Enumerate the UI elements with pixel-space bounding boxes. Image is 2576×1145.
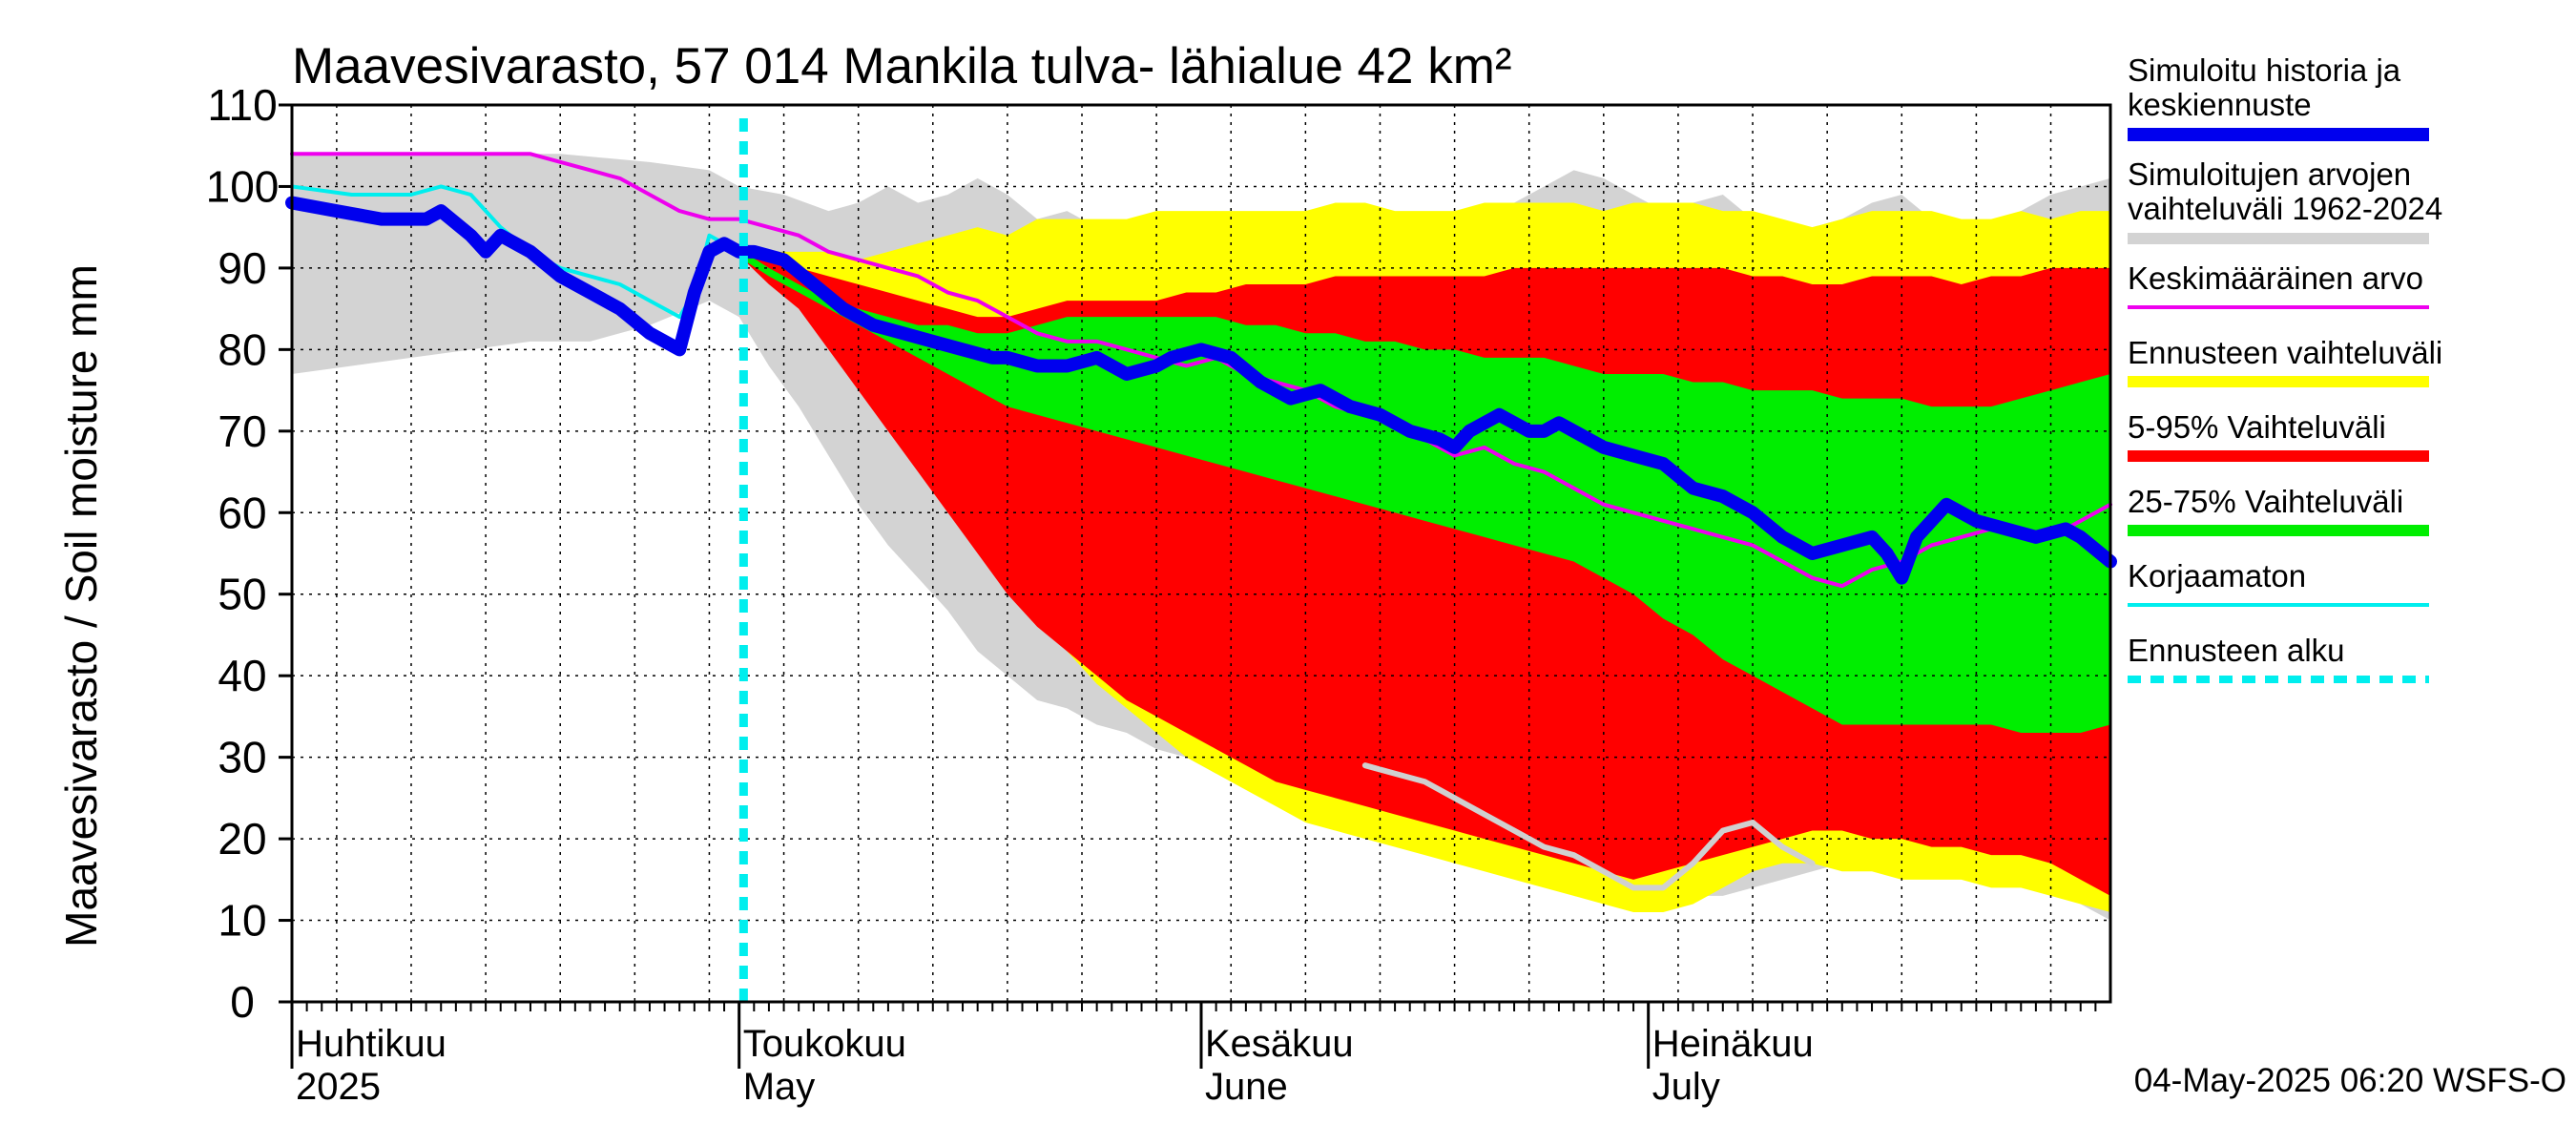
plot-area xyxy=(285,105,2117,1002)
y-tick-label: 90 xyxy=(218,243,266,293)
x-month-label: Huhtikuu xyxy=(296,1023,447,1065)
y-axis-label: Maavesivarasto / Soil moisture mm xyxy=(56,264,106,947)
legend-label: Keskimääräinen arvo xyxy=(2128,260,2423,296)
y-tick-label: 40 xyxy=(218,651,266,700)
median-line xyxy=(285,196,2117,585)
range-25-75-band xyxy=(743,251,2110,733)
mean-line xyxy=(290,152,2112,589)
legend-label: 25-75% Vaihteluväli xyxy=(2128,484,2403,519)
y-tick-label: 80 xyxy=(218,324,266,374)
y-tick-label: 70 xyxy=(218,406,266,456)
legend-label: Korjaamaton xyxy=(2128,558,2306,593)
minimum-line xyxy=(1361,762,1816,891)
legend-label: Simuloitujen arvojen xyxy=(2128,156,2411,192)
timestamp: 04-May-2025 06:20 WSFS-O xyxy=(2134,1062,2566,1099)
legend-label: Simuloitu historia ja xyxy=(2128,52,2401,88)
x-month-sublabel: May xyxy=(743,1066,816,1108)
x-month-sublabel: July xyxy=(1652,1066,1720,1108)
x-month-label: Toukokuu xyxy=(743,1023,906,1065)
y-tick-label: 0 xyxy=(230,977,255,1027)
x-month-label: Kesäkuu xyxy=(1205,1023,1354,1065)
x-month-sublabel: June xyxy=(1205,1066,1288,1108)
y-tick-label: 10 xyxy=(218,896,266,946)
legend-sublabel: keskiennuste xyxy=(2128,87,2312,122)
legend-label: 5-95% Vaihteluväli xyxy=(2128,409,2386,445)
y-tick-label: 100 xyxy=(206,161,280,211)
y-tick-label: 50 xyxy=(218,570,266,619)
y-tick-label: 30 xyxy=(218,733,266,782)
x-month-sublabel: 2025 xyxy=(296,1066,381,1108)
chart-title: Maavesivarasto, 57 014 Mankila tulva- lä… xyxy=(292,38,1512,94)
y-tick-label: 110 xyxy=(207,80,277,130)
legend-sublabel: vaihteluväli 1962-2024 xyxy=(2128,191,2442,226)
x-month-label: Heinäkuu xyxy=(1652,1023,1814,1065)
y-tick-label: 60 xyxy=(218,488,266,537)
legend-label: Ennusteen alku xyxy=(2128,633,2345,668)
legend-label: Ennusteen vaihteluväli xyxy=(2128,335,2442,370)
y-tick-label: 20 xyxy=(218,814,266,864)
